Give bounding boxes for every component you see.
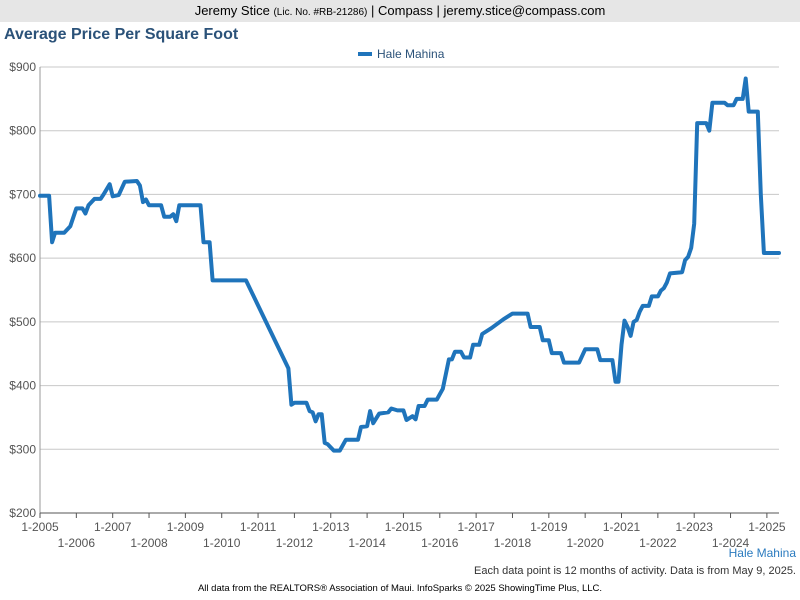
y-tick-label: $300: [9, 442, 36, 456]
x-tick-label: 1-2013: [312, 520, 350, 534]
x-tick-label: 1-2024: [712, 536, 750, 550]
axes: [39, 67, 779, 514]
x-tick-label: 1-2010: [203, 536, 241, 550]
agent-contact: | Compass | jeremy.stice@compass.com: [371, 3, 606, 18]
data-note: Each data point is 12 months of activity…: [473, 565, 796, 577]
grid-lines: [40, 66, 779, 450]
y-axis-ticks: $200 $300 $400 $500 $600 $700 $800 $900: [9, 60, 36, 520]
x-tick-label: 1-2023: [676, 520, 714, 534]
agent-name: Jeremy Stice: [194, 3, 270, 18]
y-tick-label: $700: [9, 187, 36, 201]
x-tick-label: 1-2016: [421, 536, 459, 550]
x-tick-label: 1-2006: [58, 536, 96, 550]
data-source: All data from the REALTORS® Association …: [197, 583, 603, 594]
y-tick-label: $400: [9, 379, 36, 393]
x-tick-label: 1-2022: [639, 536, 677, 550]
x-tick-label: 1-2008: [130, 536, 168, 550]
legend-label: Hale Mahina: [377, 47, 445, 61]
x-tick-label: 1-2005: [21, 520, 59, 534]
y-tick-label: $600: [9, 251, 36, 265]
x-axis-caption: Hale Mahina: [728, 546, 796, 560]
x-tick-label: 1-2021: [603, 520, 641, 534]
y-tick-label: $900: [9, 60, 36, 74]
y-tick-label: $200: [9, 506, 36, 520]
x-tick-label: 1-2017: [457, 520, 495, 534]
series-line-hale-mahina[interactable]: [38, 76, 781, 453]
x-tick-label: 1-2019: [530, 520, 568, 534]
x-tick-label: 1-2015: [385, 520, 423, 534]
license-number: (Lic. No. #RB-21286): [273, 7, 368, 18]
x-tick-label: 1-2025: [748, 520, 786, 534]
chart-title: Average Price Per Square Foot: [4, 26, 239, 43]
x-tick-label: 1-2018: [494, 536, 532, 550]
x-tick-label: 1-2020: [566, 536, 604, 550]
agent-header: Jeremy Stice (Lic. No. #RB-21286) | Comp…: [0, 0, 800, 22]
x-tick-label: 1-2007: [94, 520, 132, 534]
legend[interactable]: Hale Mahina: [358, 47, 445, 61]
x-tick-label: 1-2011: [240, 520, 277, 534]
x-axis-ticks: 1-2005 1-2006 1-2007 1-2008 1-2009 1-2010 1-20…: [21, 513, 786, 550]
y-tick-label: $800: [9, 124, 36, 138]
x-tick-label: 1-2012: [276, 536, 314, 550]
x-tick-label: 1-2009: [167, 520, 205, 534]
y-tick-label: $500: [9, 315, 36, 329]
x-tick-label: 1-2014: [348, 536, 386, 550]
series-layer: [38, 76, 781, 453]
